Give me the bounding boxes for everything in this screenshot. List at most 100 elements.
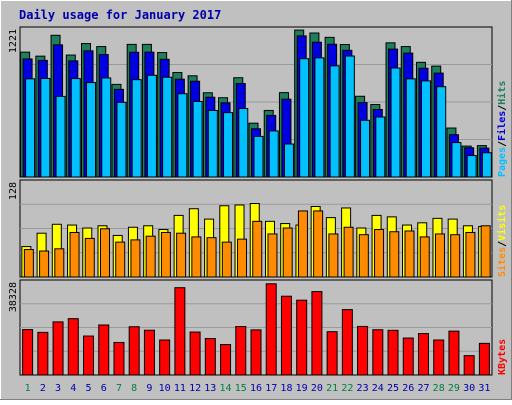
kbytes-kbytes-bar [37,331,49,376]
traffic-pages-bar [405,78,416,178]
traffic-pages-bar [360,119,371,178]
day-label: 20 [311,383,323,394]
kbytes-kbytes-bar [478,342,490,376]
legend-hits: Hits [496,81,508,105]
kbytes-kbytes-bar [67,318,79,376]
legend-sites: Sites [496,247,508,277]
visitors-sites-bar [389,231,400,278]
day-label: 2 [40,383,46,394]
kbytes-kbytes-bar [98,324,110,376]
kbytes-kbytes-bar [235,326,247,376]
kbytes-kbytes-bar [417,333,429,376]
legend-separator: / [497,105,508,111]
kbytes-kbytes-bar [387,329,399,376]
kbytes-kbytes-bar [402,337,414,376]
visitors-sites-bar [267,233,278,278]
traffic-pages-bar [238,108,249,178]
kbytes-kbytes-bar [280,295,292,376]
kbytes-kbytes-bar [463,355,475,376]
visitors-sites-bar [130,239,141,278]
day-label: 31 [478,383,490,394]
kbytes-legend: KBytes [497,339,508,375]
kbytes-kbytes-bar [83,335,95,376]
day-label: 27 [417,383,429,394]
visitors-sites-bar [145,235,156,278]
day-label: 9 [146,383,152,394]
kbytes-kbytes-bar [265,283,277,376]
day-label: 29 [448,383,460,394]
traffic-pages-bar [268,130,279,178]
kbytes-kbytes-bar [326,331,338,376]
day-label: 10 [159,383,171,394]
kbytes-kbytes-bar [341,309,353,376]
traffic-pages-bar [86,82,97,178]
visitors-sites-bar [374,229,385,278]
kbytes-kbytes-bar [22,329,34,376]
day-label: 1 [25,383,31,394]
visitors-sites-bar [39,250,50,278]
visitors-sites-bar [252,220,263,278]
visitors-sites-bar [54,248,65,278]
traffic-pages-bar [344,55,355,178]
day-label: 23 [357,383,369,394]
kbytes-max-label: 38328 [8,282,19,312]
visitors-sites-bar [84,237,95,278]
legend-kbytes: KBytes [497,339,508,375]
day-label: 13 [204,383,216,394]
kbytes-kbytes-bar [143,329,155,376]
kbytes-kbytes-bar [220,344,232,376]
day-label: 30 [463,383,475,394]
visitors-sites-bar [297,210,308,278]
kbytes-kbytes-bar [113,341,125,376]
visitors-sites-bar [69,231,80,278]
traffic-pages-bar [375,116,386,178]
visitors-sites-bar [99,228,110,278]
visitors-sites-bar [282,227,293,278]
traffic-pages-bar [420,80,431,178]
day-label: 6 [101,383,107,394]
day-label: 5 [86,383,92,394]
visitors-sites-bar [358,234,369,278]
kbytes-kbytes-bar [448,330,460,376]
legend-visits: Visits [496,205,508,241]
visitors-sites-bar [191,236,202,278]
kbytes-kbytes-bar [174,287,186,376]
day-label: 25 [387,383,399,394]
traffic-pages-bar [146,74,157,178]
legend-files: Files [496,111,508,141]
kbytes-kbytes-bar [433,339,445,376]
traffic-pages-bar [283,143,294,178]
traffic-pages-bar [329,65,340,178]
visitors-sites-bar [480,225,491,278]
day-label: 24 [372,383,384,394]
traffic-max-label: 1221 [8,29,19,53]
day-label: 4 [70,383,76,394]
visitors-sites-bar [328,233,339,278]
kbytes-kbytes-bar [52,321,64,376]
kbytes-kbytes-bar [189,331,201,376]
day-label: 16 [250,383,262,394]
kbytes-kbytes-bar [204,338,216,376]
traffic-pages-bar [25,78,36,178]
day-label: 8 [131,383,137,394]
visitors-sites-bar [434,233,445,278]
traffic-pages-bar [451,142,462,178]
legend-pages: Pages [497,147,508,177]
day-label: 3 [55,383,61,394]
day-label: 21 [326,383,338,394]
day-label: 22 [341,383,353,394]
visitors-sites-bar [465,231,476,278]
visitors-sites-bar [419,236,430,278]
visitors-sites-bar [450,234,461,278]
traffic-pages-bar [253,135,264,178]
chart-title: Daily usage for January 2017 [19,8,221,22]
visitors-sites-bar [237,238,248,278]
visitors-sites-bar [23,249,34,278]
traffic-pages-bar [207,109,218,178]
traffic-pages-bar [70,78,81,178]
visitors-legend: Sites/Visits [496,205,508,277]
legend-separator: / [497,241,508,247]
traffic-pages-bar [436,86,447,178]
traffic-pages-bar [192,100,203,178]
